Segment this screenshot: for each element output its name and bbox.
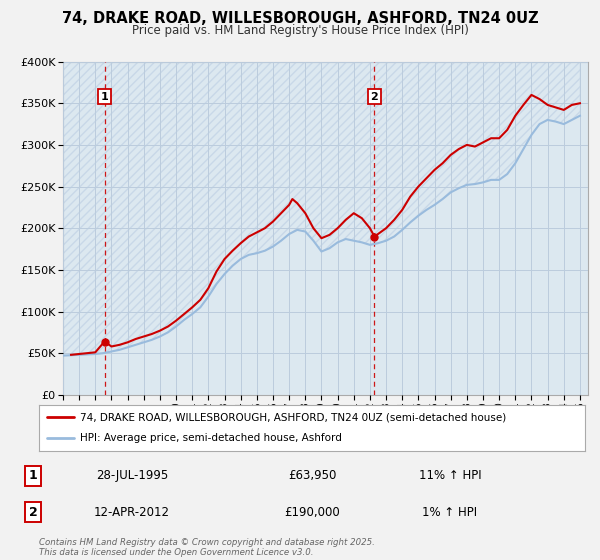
Text: 2: 2 — [29, 506, 37, 519]
Text: 11% ↑ HPI: 11% ↑ HPI — [419, 469, 481, 482]
Text: £63,950: £63,950 — [288, 469, 336, 482]
Text: Contains HM Land Registry data © Crown copyright and database right 2025.
This d: Contains HM Land Registry data © Crown c… — [39, 538, 375, 557]
Text: 12-APR-2012: 12-APR-2012 — [94, 506, 170, 519]
Text: 74, DRAKE ROAD, WILLESBOROUGH, ASHFORD, TN24 0UZ (semi-detached house): 74, DRAKE ROAD, WILLESBOROUGH, ASHFORD, … — [80, 412, 506, 422]
Text: Price paid vs. HM Land Registry's House Price Index (HPI): Price paid vs. HM Land Registry's House … — [131, 24, 469, 36]
Text: 1: 1 — [29, 469, 37, 482]
Text: 1% ↑ HPI: 1% ↑ HPI — [422, 506, 478, 519]
Text: HPI: Average price, semi-detached house, Ashford: HPI: Average price, semi-detached house,… — [80, 433, 342, 444]
Text: 74, DRAKE ROAD, WILLESBOROUGH, ASHFORD, TN24 0UZ: 74, DRAKE ROAD, WILLESBOROUGH, ASHFORD, … — [62, 11, 538, 26]
Text: 1: 1 — [101, 92, 109, 101]
Text: 28-JUL-1995: 28-JUL-1995 — [96, 469, 168, 482]
Text: £190,000: £190,000 — [284, 506, 340, 519]
Text: 2: 2 — [371, 92, 379, 101]
